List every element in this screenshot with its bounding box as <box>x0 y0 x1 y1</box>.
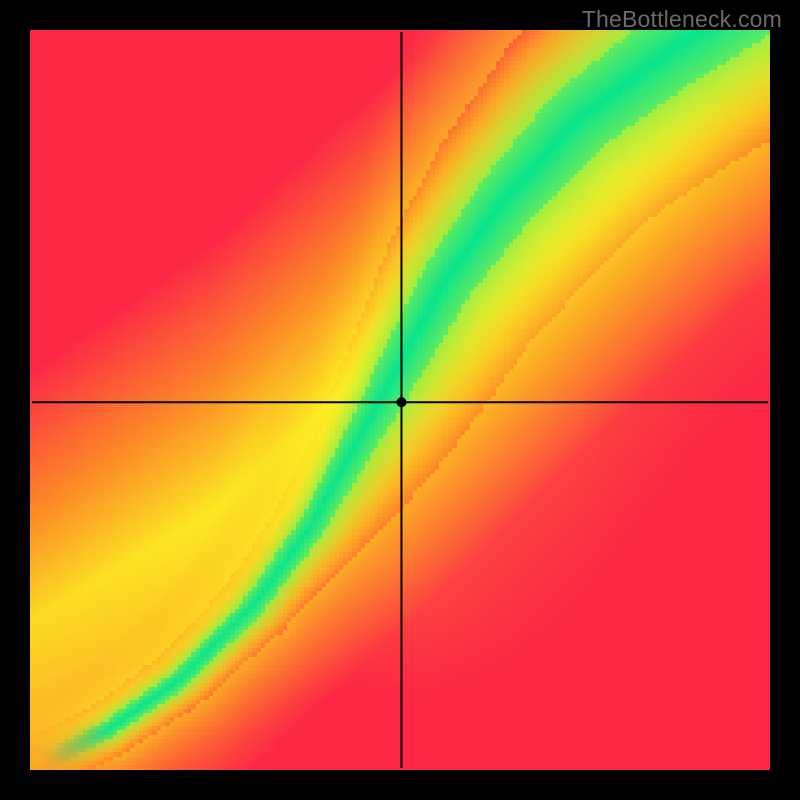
chart-container: TheBottleneck.com <box>0 0 800 800</box>
watermark-text: TheBottleneck.com <box>582 6 782 33</box>
bottleneck-heatmap <box>0 0 800 800</box>
